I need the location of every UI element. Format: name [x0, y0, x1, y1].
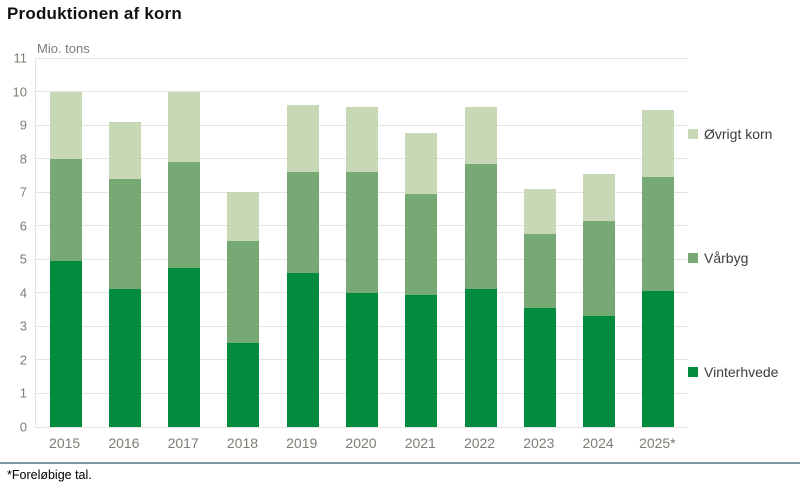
bar-segment-vinterhvede-2025 [642, 291, 675, 427]
legend-label: Vinterhvede [704, 364, 779, 380]
bar-2022 [464, 58, 497, 427]
bar-segment-vrigtkorn-2019 [286, 104, 319, 173]
x-axis-label-2022: 2022 [463, 435, 496, 451]
legend-swatch-icon [688, 253, 698, 263]
y-axis-tick-labels: 0 1 2 3 4 5 6 7 8 9 10 11 [0, 51, 27, 435]
y-tick-label-10: 10 [12, 84, 27, 100]
x-axis-label-2021: 2021 [404, 435, 436, 451]
bar-segment-vinterhvede-2021 [405, 294, 438, 427]
legend-swatch-icon [688, 129, 698, 139]
bar-segment-vrigtkorn-2020 [346, 106, 378, 173]
bar-2025 [642, 58, 675, 427]
bar-segment-vrbyg-2025 [642, 177, 675, 292]
bar-segment-vrbyg-2022 [464, 163, 497, 290]
y-tick-label-5: 5 [19, 251, 27, 267]
bar-segment-vinterhvede-2015 [49, 260, 82, 427]
y-tick-label-1: 1 [19, 385, 27, 401]
chart-legend: Øvrigt korn Vårbyg Vinterhvede [688, 0, 800, 460]
legend-label: Vårbyg [704, 250, 749, 266]
y-tick-label-8: 8 [19, 151, 27, 167]
bar-segment-vinterhvede-2016 [108, 289, 141, 427]
bar-2018 [227, 58, 260, 427]
y-tick-label-9: 9 [19, 117, 27, 133]
bar-segment-vrigtkorn-2024 [583, 173, 616, 221]
legend-item-vrbyg: Vårbyg [688, 250, 748, 266]
y-tick-label-2: 2 [19, 352, 27, 368]
bar-segment-vinterhvede-2024 [583, 316, 616, 427]
x-axis-label-2017: 2017 [167, 435, 199, 451]
y-tick-label-7: 7 [19, 184, 27, 200]
gridline-y-11 [36, 57, 688, 59]
footnote: *Foreløbige tal. [7, 468, 92, 482]
bar-segment-vinterhvede-2017 [168, 267, 201, 427]
bar-segment-vrigtkorn-2025 [642, 110, 675, 178]
bar-2024 [583, 58, 616, 427]
bar-segment-vrigtkorn-2015 [49, 91, 82, 159]
bar-segment-vinterhvede-2019 [286, 272, 319, 427]
x-axis-label-2019: 2019 [286, 435, 318, 451]
bar-segment-vrbyg-2016 [108, 178, 141, 290]
legend-item-vrigtkorn: Øvrigt korn [688, 126, 772, 142]
bar-segment-vrigtkorn-2022 [464, 106, 497, 164]
bar-2020 [346, 58, 378, 427]
y-tick-label-11: 11 [13, 50, 28, 66]
bar-2023 [523, 58, 556, 427]
bar-segment-vrigtkorn-2016 [108, 121, 141, 179]
x-axis-label-2015: 2015 [49, 435, 81, 451]
chart-title: Produktionen af korn [7, 4, 182, 23]
gridline-y-10 [36, 91, 688, 93]
bar-segment-vrbyg-2019 [286, 172, 319, 273]
gridline-y-0 [36, 426, 688, 428]
bar-segment-vinterhvede-2023 [523, 307, 556, 427]
bar-2015 [49, 58, 82, 427]
bar-segment-vrbyg-2023 [523, 234, 556, 308]
x-axis-label-2025: 2025* [639, 435, 676, 451]
bar-2019 [286, 58, 319, 427]
bar-segment-vrigtkorn-2021 [405, 133, 438, 194]
bar-segment-vinterhvede-2020 [346, 292, 378, 427]
bar-segment-vrbyg-2024 [583, 220, 616, 317]
bar-segment-vrbyg-2018 [227, 240, 260, 344]
legend-item-vinterhvede: Vinterhvede [688, 364, 778, 380]
x-axis-label-2018: 2018 [226, 435, 259, 451]
x-axis-label-2023: 2023 [523, 435, 555, 451]
footer-divider [0, 462, 800, 464]
y-tick-label-0: 0 [19, 419, 27, 435]
y-tick-label-3: 3 [19, 318, 27, 334]
bar-segment-vrbyg-2015 [49, 158, 82, 261]
x-axis-label-2024: 2024 [582, 435, 614, 451]
bar-segment-vrigtkorn-2017 [168, 91, 201, 162]
bar-segment-vinterhvede-2022 [464, 289, 497, 427]
bar-segment-vrigtkorn-2018 [227, 192, 260, 241]
bar-2016 [108, 58, 141, 427]
bar-segment-vinterhvede-2018 [227, 343, 260, 427]
bar-2021 [405, 58, 438, 427]
x-axis-label-2020: 2020 [345, 435, 377, 451]
bar-segment-vrbyg-2021 [405, 193, 438, 295]
legend-swatch-icon [688, 367, 698, 377]
plot-area [35, 57, 688, 428]
y-tick-label-4: 4 [19, 285, 27, 301]
bar-segment-vrigtkorn-2023 [523, 188, 556, 235]
bar-segment-vrbyg-2020 [346, 172, 378, 293]
y-axis-unit-label: Mio. tons [37, 41, 90, 56]
x-axis-labels: 2015 2016 2017 2018 2019 2020 2021 2022 2023 2024… [35, 435, 687, 453]
x-axis-label-2016: 2016 [108, 435, 140, 451]
bar-segment-vrbyg-2017 [168, 162, 201, 268]
y-tick-label-6: 6 [19, 218, 27, 234]
bar-2017 [168, 58, 201, 427]
legend-label: Øvrigt korn [704, 126, 773, 142]
